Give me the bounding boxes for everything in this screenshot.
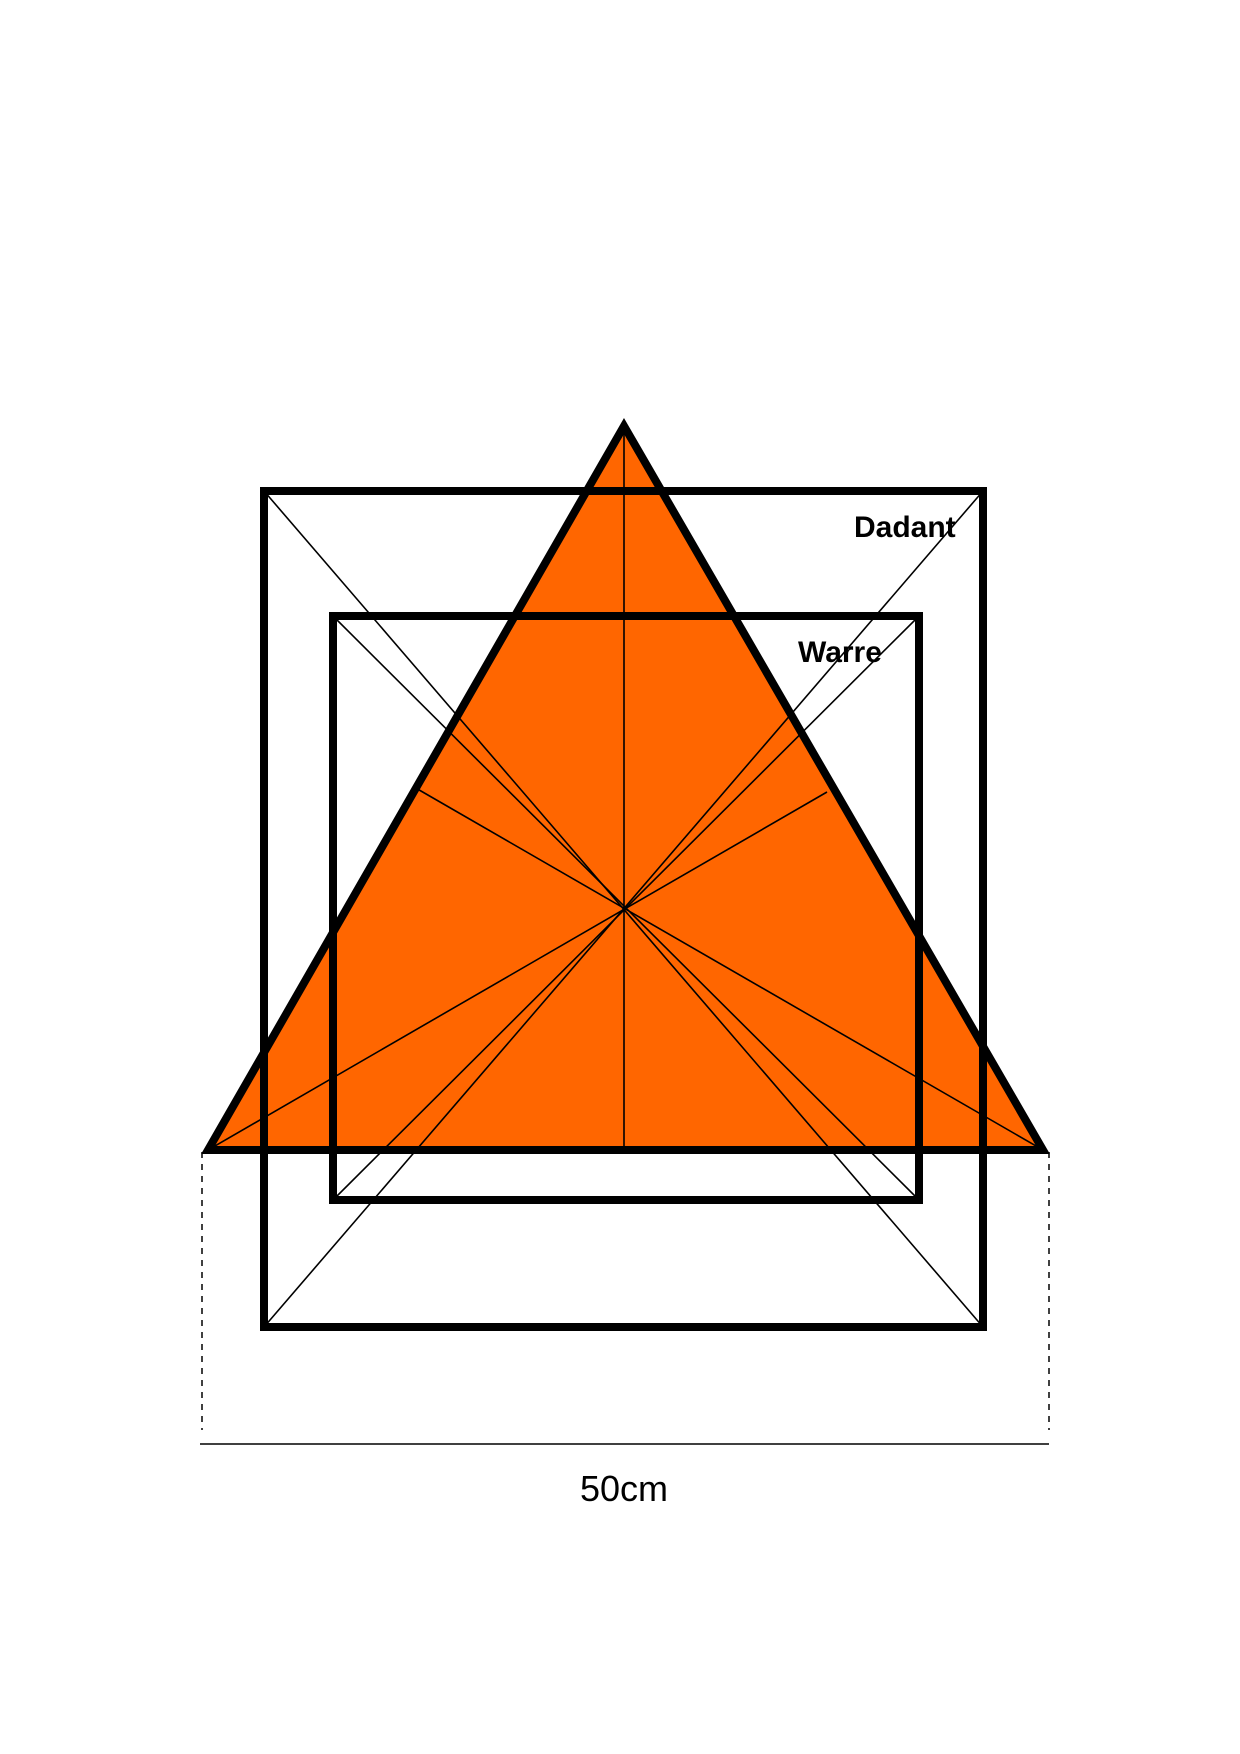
triangle-outline	[201, 417, 1050, 1154]
triangle-median-right	[413, 786, 1044, 1151]
dimension-guides	[200, 1152, 1050, 1445]
construction-lines	[207, 426, 1044, 1328]
warre-label: Warre	[798, 636, 882, 669]
warre-diagonal-b	[332, 615, 920, 1201]
dadant-diagonal-b	[263, 490, 984, 1328]
warre-square	[329, 612, 923, 1204]
triangle-fill	[208, 426, 1043, 1150]
dadant-square	[260, 487, 987, 1331]
dadant-label: Dadant	[854, 511, 956, 544]
triangle-median-left	[207, 791, 828, 1151]
width-dimension-label: 50cm	[580, 1468, 668, 1509]
